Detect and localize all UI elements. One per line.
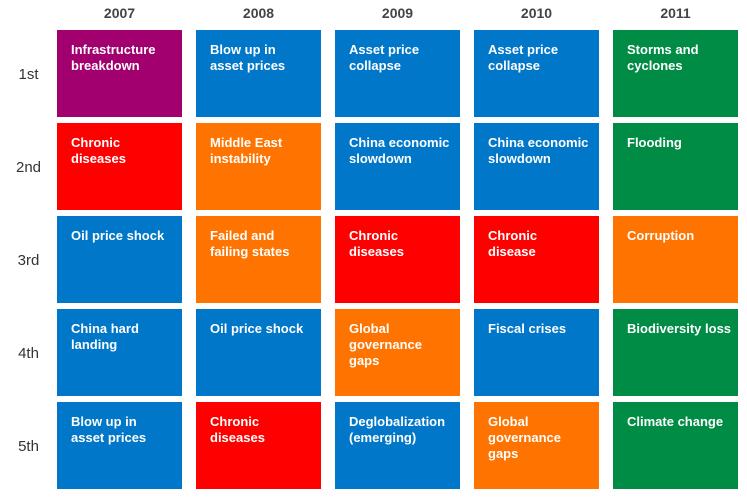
risk-label: Oil price shock <box>210 321 304 336</box>
row-header: 1st <box>18 66 39 83</box>
risk-label: cyclones <box>627 58 683 73</box>
risk-label: China economic <box>488 135 589 150</box>
risk-label: Oil price shock <box>71 228 165 243</box>
risk-cell: Storms and cyclones <box>613 30 738 117</box>
risk-label: China hard <box>71 321 139 336</box>
risk-cell: Asset price collapse <box>335 30 460 117</box>
risk-cell: Chronic diseases <box>196 402 321 489</box>
column-header: 2009 <box>381 5 414 21</box>
risk-cell: Chronic diseases <box>57 123 182 210</box>
column-header: 2010 <box>520 5 553 21</box>
risk-label: breakdown <box>71 58 140 73</box>
risk-label: diseases <box>71 151 126 166</box>
risk-label: Middle East <box>210 135 283 150</box>
risk-cell: Middle East instability <box>196 123 321 210</box>
risk-cell: Global governance gaps <box>474 402 599 489</box>
column-header: 2011 <box>660 5 691 21</box>
row-header: 4th <box>18 345 39 362</box>
risk-label: gaps <box>349 353 380 368</box>
risk-label: failing states <box>210 244 290 259</box>
risk-label: Global <box>488 414 529 429</box>
risk-label: instability <box>210 151 271 166</box>
risk-label: Global <box>349 321 390 336</box>
risk-label: Blow up in <box>71 414 137 429</box>
risk-label: asset prices <box>210 58 286 73</box>
risk-label: diseases <box>349 244 404 259</box>
risk-cell: Flooding <box>613 123 738 210</box>
risk-label: Failed and <box>210 228 275 243</box>
risk-cell: Failed and failing states <box>196 216 321 303</box>
risk-label: (emerging) <box>349 430 417 445</box>
risk-label: collapse <box>488 58 541 73</box>
risk-cell: Global governance gaps <box>335 309 460 396</box>
risk-cell: China hard landing <box>57 309 182 396</box>
risk-label: governance <box>488 430 561 445</box>
risk-cell: Oil price shock <box>196 309 321 396</box>
risk-label: slowdown <box>488 151 551 166</box>
risk-label: Corruption <box>627 228 695 243</box>
risk-cell: Fiscal crises <box>474 309 599 396</box>
risk-cell: China economic slowdown <box>474 123 599 210</box>
risk-label: Chronic <box>210 414 260 429</box>
risk-label: Climate change <box>627 414 724 429</box>
risk-label: collapse <box>349 58 402 73</box>
risk-label: diseases <box>210 430 265 445</box>
risk-label: gaps <box>488 446 519 461</box>
risk-label: Asset price <box>488 42 559 57</box>
risk-label: Flooding <box>627 135 682 150</box>
risk-cell: Chronic disease <box>474 216 599 303</box>
risk-label: China economic <box>349 135 450 150</box>
risk-cell: Asset price collapse <box>474 30 599 117</box>
risk-cell: Blow up in asset prices <box>57 402 182 489</box>
risk-label: Infrastructure <box>71 42 156 57</box>
risk-cell: Corruption <box>613 216 738 303</box>
risk-label: Chronic <box>488 228 538 243</box>
row-header: 5th <box>18 438 39 455</box>
risk-cell: Infrastructure breakdown <box>57 30 182 117</box>
risk-cell: Climate change <box>613 402 738 489</box>
risk-cell: Oil price shock <box>57 216 182 303</box>
row-header: 2nd <box>15 159 42 176</box>
risk-label: Chronic <box>349 228 399 243</box>
risk-label: landing <box>71 337 118 352</box>
risk-label: Biodiversity loss <box>627 321 732 336</box>
risk-label: slowdown <box>349 151 412 166</box>
risk-label: Asset price <box>349 42 420 57</box>
risk-label: Fiscal crises <box>488 321 567 336</box>
risk-cell: Blow up in asset prices <box>196 30 321 117</box>
column-header: 2007 <box>103 5 136 21</box>
risk-label: Deglobalization <box>349 414 446 429</box>
risk-cell: China economic slowdown <box>335 123 460 210</box>
row-header: 3rd <box>17 252 40 269</box>
column-header: 2008 <box>242 5 275 21</box>
risk-label: Storms and <box>627 42 699 57</box>
risk-cell: Deglobalization (emerging) <box>335 402 460 489</box>
risk-label: Chronic <box>71 135 121 150</box>
risk-cell: Chronic diseases <box>335 216 460 303</box>
risk-label: Blow up in <box>210 42 276 57</box>
risk-label: asset prices <box>71 430 147 445</box>
risk-label: disease <box>488 244 536 259</box>
risk-label: governance <box>349 337 422 352</box>
risk-cell: Biodiversity loss <box>613 309 738 396</box>
